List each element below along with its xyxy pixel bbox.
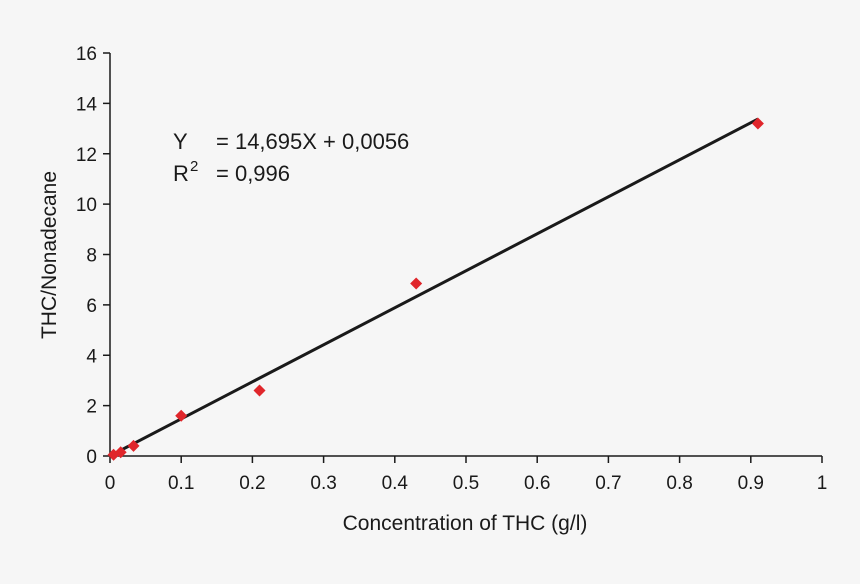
- equation-y-label: Y: [173, 129, 188, 154]
- y-tick-label: 16: [76, 44, 97, 65]
- x-tick-label: 0.9: [738, 473, 764, 494]
- trendline: [116, 117, 759, 454]
- x-tick-label: 0.4: [382, 473, 409, 494]
- x-tick-label: 0.6: [524, 473, 550, 494]
- x-tick-label: 0.2: [239, 473, 265, 494]
- y-axis-title: THC/Nonadecane: [38, 171, 61, 339]
- data-point: [127, 439, 140, 452]
- y-tick-label: 14: [76, 94, 98, 115]
- y-tick-label: 0: [86, 447, 97, 468]
- x-tick-label: 0.1: [168, 473, 194, 494]
- r-squared-value: = 0,996: [216, 161, 290, 186]
- data-point: [114, 446, 127, 459]
- x-tick-label: 0: [105, 473, 116, 494]
- x-tick-label: 0.7: [595, 473, 621, 494]
- x-tick-label: 1: [817, 473, 828, 494]
- data-point: [175, 409, 188, 422]
- x-tick-label: 0.3: [310, 473, 336, 494]
- y-tick-label: 6: [86, 296, 97, 317]
- trendline-group: [116, 117, 759, 454]
- y-tick-label: 8: [86, 246, 97, 267]
- equation-formula: = 14,695X + 0,0056: [216, 129, 409, 154]
- regression-equation: Y = 14,695X + 0,0056 R 2 = 0,996: [173, 129, 409, 186]
- y-tick-label: 4: [86, 346, 97, 367]
- x-tick-label: 0.8: [666, 473, 692, 494]
- y-tick-label: 2: [86, 397, 97, 418]
- data-point: [253, 384, 266, 397]
- r-squared-label: R: [173, 161, 189, 186]
- y-axis: 0 2 4 6 8 10 12 14 16: [76, 44, 111, 468]
- data-points: [107, 117, 764, 461]
- y-tick-label: 10: [76, 195, 97, 216]
- data-point: [410, 277, 423, 290]
- r-squared-superscript: 2: [190, 158, 198, 175]
- data-point: [751, 117, 764, 130]
- x-axis: 0 0.1 0.2 0.3 0.4 0.5 0.6 0.7 0.8 0.9 1: [105, 455, 828, 494]
- x-tick-label: 0.5: [453, 473, 479, 494]
- y-tick-label: 12: [76, 145, 97, 166]
- x-axis-title: Concentration of THC (g/l): [343, 512, 588, 535]
